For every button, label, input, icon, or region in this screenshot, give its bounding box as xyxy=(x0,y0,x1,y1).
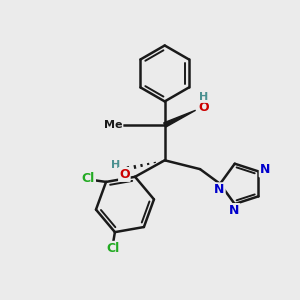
Text: N: N xyxy=(260,164,270,176)
Text: H: H xyxy=(111,160,120,170)
Text: N: N xyxy=(229,204,239,217)
Text: N: N xyxy=(214,183,225,196)
Text: Cl: Cl xyxy=(107,242,120,255)
Text: O: O xyxy=(199,101,209,114)
Text: O: O xyxy=(119,168,130,181)
Text: H: H xyxy=(199,92,208,102)
Text: Cl: Cl xyxy=(82,172,95,185)
Text: Me: Me xyxy=(104,120,122,130)
Polygon shape xyxy=(164,110,196,127)
